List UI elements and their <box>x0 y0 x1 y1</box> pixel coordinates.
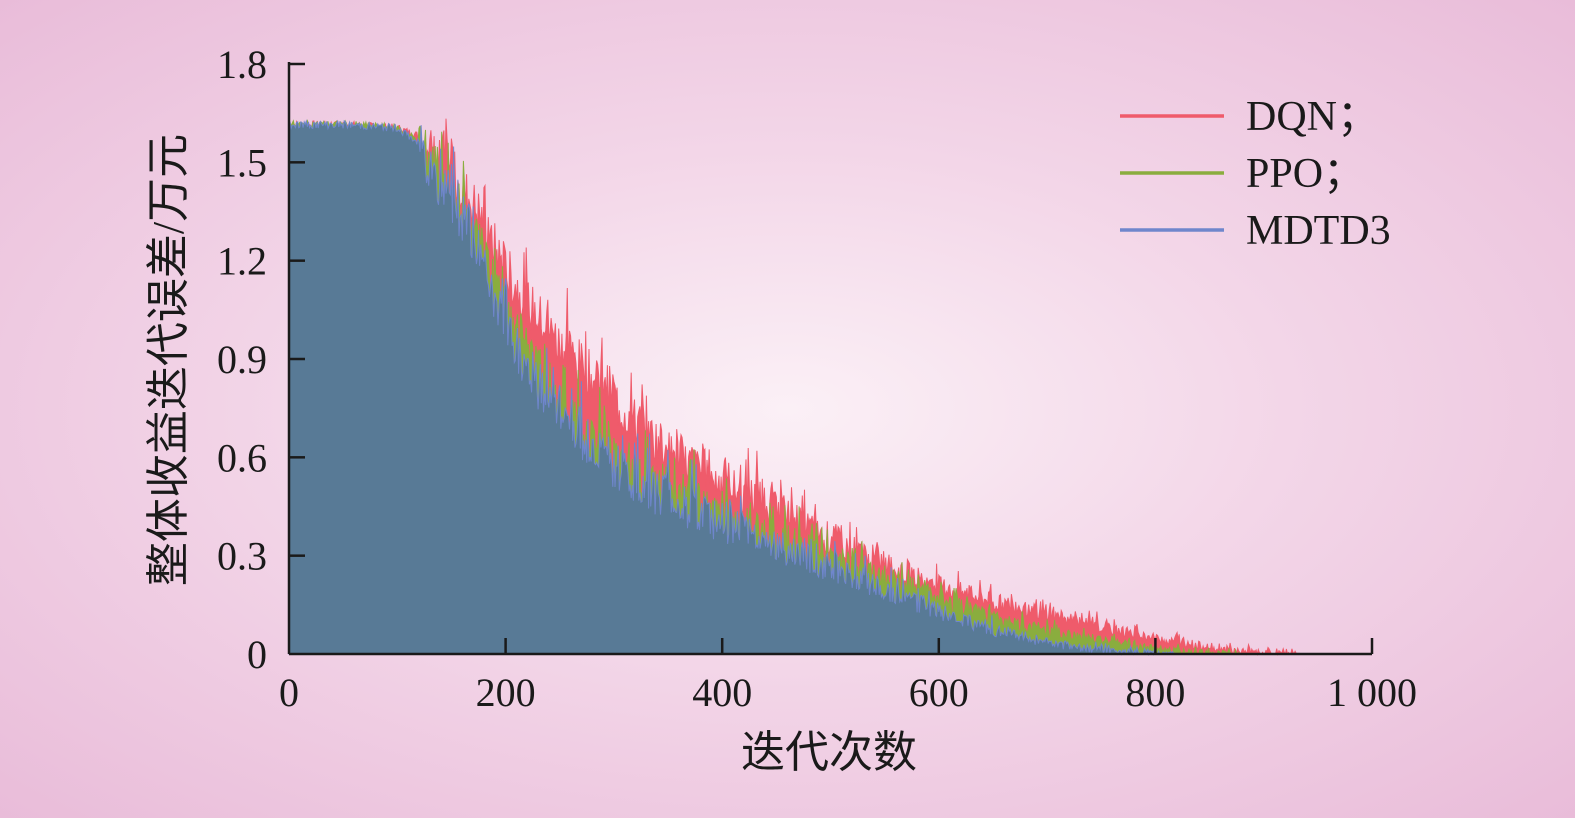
x-tick-label: 1 000 <box>1327 670 1417 715</box>
y-tick-label: 1.8 <box>217 42 267 87</box>
legend-label: DQN； <box>1246 94 1379 140</box>
y-tick-label: 0.9 <box>217 337 267 382</box>
x-tick-label: 800 <box>1125 670 1185 715</box>
y-tick-label: 0 <box>247 632 267 677</box>
y-tick-label: 1.5 <box>217 140 267 185</box>
axes: 0 200 400 600 800 1 000 0 0.3 0.6 0.9 1.2 1.5 1.8 <box>217 42 1417 715</box>
plot-area <box>288 118 1372 656</box>
y-tick-label: 0.3 <box>217 534 267 579</box>
legend-label: MDTD3 <box>1246 208 1391 254</box>
x-tick-label: 400 <box>692 670 752 715</box>
x-axis-title: 迭代次数 <box>741 728 917 777</box>
x-tick-label: 200 <box>476 670 536 715</box>
y-tick-label: 1.2 <box>217 239 267 284</box>
y-axis-title: 整体收益迭代误差/万元 <box>144 134 193 586</box>
legend-label: PPO； <box>1246 151 1365 197</box>
y-tick-label: 0.6 <box>217 435 267 480</box>
x-tick-label: 600 <box>909 670 969 715</box>
series-area-mdtd3 <box>288 119 1372 656</box>
x-tick-label: 0 <box>279 670 299 715</box>
legend: DQN； PPO； MDTD3 <box>1120 94 1391 254</box>
